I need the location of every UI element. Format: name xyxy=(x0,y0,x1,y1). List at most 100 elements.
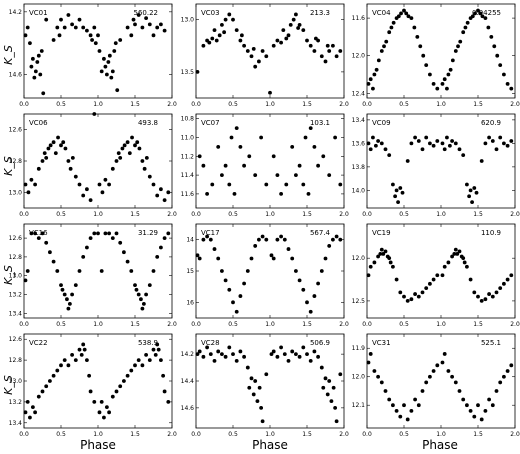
data-point xyxy=(42,151,47,156)
y-tick-label: 14.2 xyxy=(181,351,195,358)
data-point xyxy=(92,399,97,404)
data-point xyxy=(220,173,224,178)
data-point xyxy=(465,264,469,269)
y-tick-label: 14.0 xyxy=(352,187,366,194)
data-point xyxy=(144,16,149,20)
data-point xyxy=(440,273,445,278)
y-tick-label: 14.4 xyxy=(181,378,195,385)
data-point xyxy=(201,237,206,242)
x-tick-label: 1.5 xyxy=(473,211,483,218)
data-point xyxy=(48,379,52,383)
data-point xyxy=(103,64,108,69)
data-point xyxy=(81,342,86,347)
data-point xyxy=(379,247,384,252)
data-point xyxy=(166,190,171,195)
data-point xyxy=(129,33,134,38)
data-point xyxy=(66,363,71,368)
data-point xyxy=(338,372,343,377)
data-point xyxy=(382,44,386,49)
data-point xyxy=(251,47,256,51)
data-point xyxy=(207,40,212,45)
data-point xyxy=(155,193,160,198)
data-point xyxy=(379,49,384,53)
data-point xyxy=(32,75,37,80)
data-point xyxy=(446,72,451,77)
data-point xyxy=(402,294,406,299)
data-point xyxy=(162,236,167,241)
data-point xyxy=(305,352,309,357)
data-point xyxy=(46,146,51,151)
data-point xyxy=(67,302,72,306)
data-point xyxy=(445,135,449,140)
data-point xyxy=(416,403,421,408)
data-point xyxy=(275,237,280,242)
data-point xyxy=(264,237,269,242)
data-point xyxy=(227,12,232,17)
data-point xyxy=(220,22,224,27)
data-point xyxy=(305,300,309,305)
data-point xyxy=(316,281,320,286)
data-point xyxy=(331,237,335,242)
data-point xyxy=(234,126,239,130)
panel-frame xyxy=(23,333,173,429)
data-point xyxy=(334,54,339,59)
data-point xyxy=(118,240,123,245)
data-point xyxy=(109,75,114,80)
data-point xyxy=(391,264,395,269)
data-point xyxy=(435,139,440,143)
data-point xyxy=(33,182,37,187)
data-point xyxy=(376,139,380,143)
data-point xyxy=(275,354,280,359)
data-point xyxy=(312,294,317,298)
data-point xyxy=(468,409,473,413)
data-point xyxy=(505,369,510,373)
data-point xyxy=(453,49,458,53)
data-point xyxy=(424,63,429,67)
data-point xyxy=(465,20,470,25)
x-tick-label: 0.0 xyxy=(191,211,201,218)
figure-xlabel-col1: Phase xyxy=(80,438,116,452)
data-point xyxy=(136,292,141,297)
data-point xyxy=(402,403,406,408)
data-point xyxy=(242,281,247,286)
data-point xyxy=(104,405,109,410)
data-point xyxy=(372,369,377,373)
panel-vc04: 0.0 0.5 1.0 1.5 2.0 11.6 12.0 12.4 VC04 0.94255 xyxy=(352,3,520,108)
data-point xyxy=(450,139,454,143)
y-tick-label: 13.6 xyxy=(352,140,366,147)
data-point xyxy=(61,140,66,145)
data-point xyxy=(62,292,67,297)
x-tick-label: 0.5 xyxy=(228,431,238,438)
x-tick-label: 2.0 xyxy=(167,431,177,438)
data-point xyxy=(249,256,254,261)
data-point xyxy=(125,373,130,378)
data-point xyxy=(77,347,82,352)
data-point xyxy=(33,69,38,74)
data-point xyxy=(234,28,239,33)
data-point xyxy=(271,154,276,159)
data-point xyxy=(323,256,328,261)
data-point xyxy=(77,17,82,22)
data-point xyxy=(77,182,82,187)
data-point xyxy=(282,237,287,242)
data-point xyxy=(110,166,115,171)
data-point xyxy=(133,283,137,287)
data-point xyxy=(498,135,503,140)
data-point xyxy=(409,16,414,20)
data-point xyxy=(79,352,84,357)
data-point xyxy=(405,299,410,303)
x-tick-label: 0.5 xyxy=(399,431,409,438)
data-point xyxy=(238,294,243,298)
data-point xyxy=(100,190,105,195)
x-tick-label: 0.0 xyxy=(19,431,29,438)
data-point xyxy=(473,11,477,16)
data-point xyxy=(461,30,466,35)
data-point xyxy=(440,360,445,365)
data-point xyxy=(212,28,217,33)
data-point xyxy=(140,306,145,311)
data-point xyxy=(331,43,335,48)
data-point xyxy=(372,260,377,265)
data-point xyxy=(36,166,41,171)
data-point xyxy=(294,12,298,17)
data-point xyxy=(431,82,436,86)
